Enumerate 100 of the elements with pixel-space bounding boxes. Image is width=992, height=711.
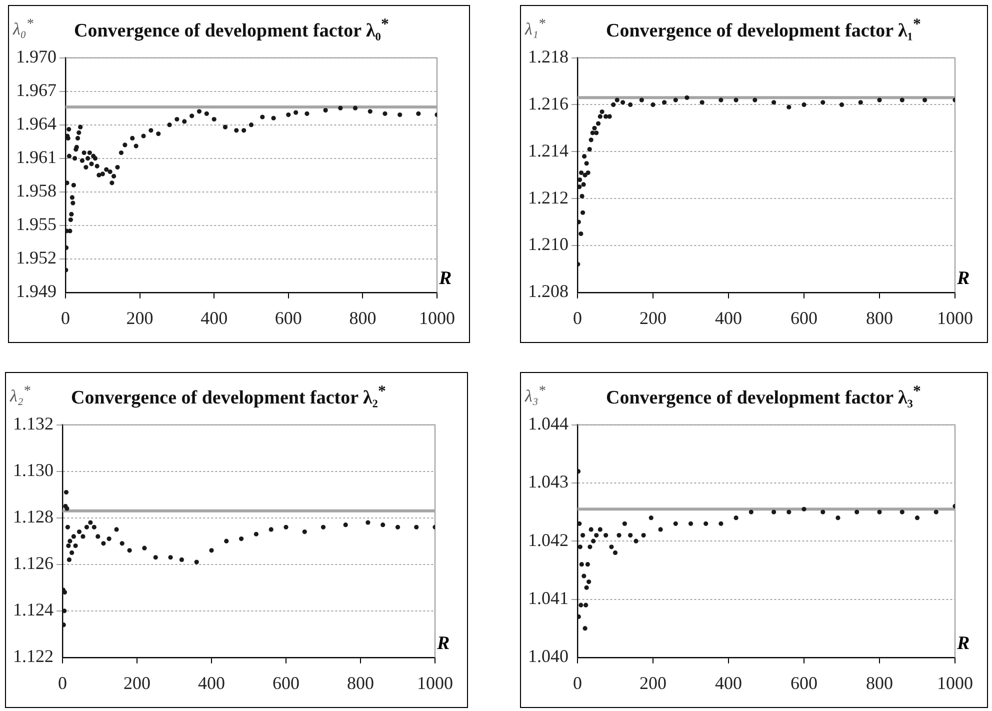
point <box>639 98 644 102</box>
point <box>578 544 582 550</box>
point <box>877 98 882 102</box>
point <box>628 102 633 108</box>
point <box>673 98 678 102</box>
x-tick-label: 200 <box>126 308 154 328</box>
point <box>718 98 724 102</box>
point <box>609 544 614 550</box>
y-tick-label: 1.122 <box>13 646 54 666</box>
point <box>628 532 633 538</box>
x-tick-label: 400 <box>715 308 742 328</box>
point <box>580 532 586 538</box>
x-axis-title: R <box>957 268 970 290</box>
point <box>648 516 654 520</box>
point <box>786 510 792 514</box>
point <box>343 522 348 528</box>
point <box>194 560 199 564</box>
y-tick-label: 1.128 <box>13 506 54 527</box>
point <box>578 177 582 182</box>
y-tick-label: 1.952 <box>16 248 56 268</box>
y-tick-label: 1.208 <box>528 281 568 302</box>
point <box>802 102 806 108</box>
point <box>858 100 863 105</box>
y-axis-title: λ₃$^{*}$ <box>525 383 546 407</box>
point <box>662 100 667 105</box>
x-tick-label: 1000 <box>419 308 455 328</box>
y-axis-title: λ₂$^{*}$ <box>10 383 30 407</box>
point <box>748 510 754 514</box>
point <box>578 184 582 190</box>
x-tick-label: 200 <box>640 308 666 328</box>
point <box>62 590 68 595</box>
y-tick-label: 1.216 <box>528 93 568 114</box>
point <box>120 541 124 546</box>
point <box>614 98 620 102</box>
point <box>820 510 826 514</box>
point <box>734 98 738 102</box>
point <box>168 555 173 560</box>
point <box>80 534 86 539</box>
point <box>70 550 74 556</box>
point <box>591 538 596 544</box>
x-tick-label: 800 <box>866 308 893 328</box>
point <box>772 100 776 105</box>
point <box>598 527 602 532</box>
y-tick-label: 1.964 <box>16 114 56 134</box>
chart-title: Convergence of development factor λ₀$^{*}$ <box>74 16 389 42</box>
y-tick-label: 1.961 <box>16 147 56 168</box>
point <box>224 538 229 544</box>
y-tick-label: 1.958 <box>16 180 56 201</box>
point <box>582 172 588 178</box>
point <box>802 506 806 512</box>
point <box>914 516 920 520</box>
chart-title: Convergence of development factor λ₁$^{*}$ <box>606 16 921 42</box>
point <box>578 602 584 608</box>
y-tick-label: 1.043 <box>528 472 568 492</box>
point <box>641 532 646 538</box>
point <box>922 98 928 102</box>
point <box>594 130 599 136</box>
point <box>786 104 792 110</box>
point <box>366 520 370 525</box>
point <box>579 562 584 567</box>
y-tick-label: 1.126 <box>13 553 54 574</box>
point <box>588 544 592 550</box>
x-tick-label: 600 <box>274 308 302 328</box>
point <box>820 100 826 105</box>
y-axis-title: λ₀$^{*}$ <box>13 16 34 40</box>
point <box>650 102 656 108</box>
point <box>96 534 100 539</box>
y-tick-label: 1.130 <box>13 460 54 480</box>
point <box>578 521 582 526</box>
x-tick-label: 1000 <box>417 672 453 693</box>
point <box>620 100 626 105</box>
point <box>179 557 184 562</box>
x-tick-label: 1000 <box>937 308 973 328</box>
x-axis-title: R <box>437 633 450 656</box>
point <box>616 532 622 538</box>
y-tick-label: 1.967 <box>16 80 56 100</box>
point <box>142 546 147 550</box>
y-tick-label: 1.044 <box>528 414 568 434</box>
point <box>673 521 678 526</box>
x-tick-label: 0 <box>61 308 70 328</box>
point <box>114 527 119 532</box>
x-tick-label: 400 <box>715 672 742 693</box>
point <box>380 522 386 528</box>
x-tick-label: 800 <box>349 308 376 328</box>
point <box>302 529 307 534</box>
point <box>934 510 938 514</box>
x-tick-label: 600 <box>272 672 300 693</box>
y-tick-label: 1.949 <box>16 281 56 302</box>
point <box>588 138 594 142</box>
point <box>704 521 708 526</box>
point <box>688 521 694 526</box>
point <box>718 521 724 526</box>
point <box>101 541 106 546</box>
point <box>836 516 840 520</box>
point <box>92 524 96 530</box>
y-axis-title: λ₁$^{*}$ <box>525 16 546 40</box>
y-tick-label: 1.955 <box>16 214 56 234</box>
point <box>588 527 594 532</box>
point <box>127 548 132 553</box>
point <box>854 510 860 514</box>
